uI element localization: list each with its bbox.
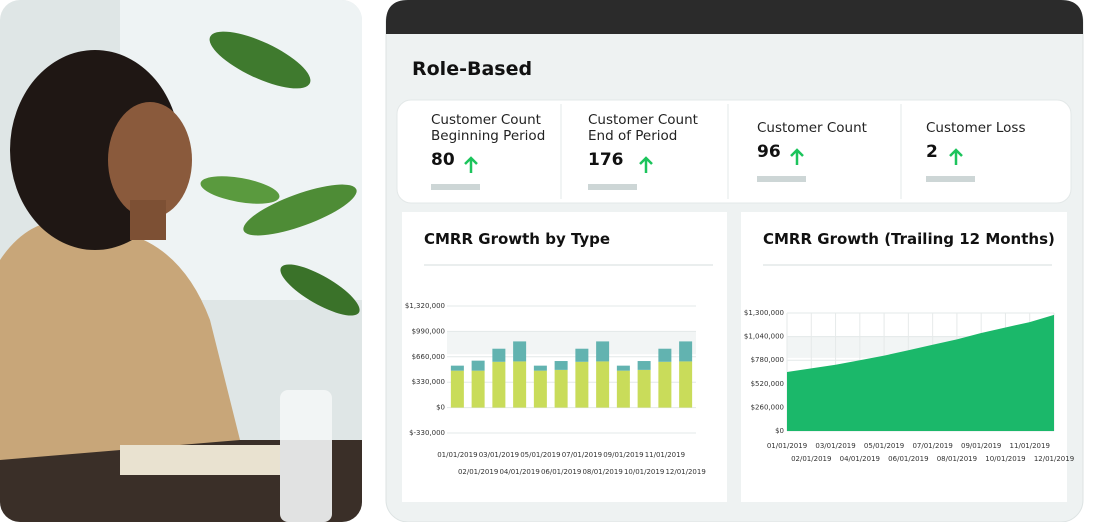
chart-title: CMRR Growth by Type <box>424 230 611 248</box>
kpi-value: 80 <box>431 150 455 170</box>
kpi: Customer Count 96 <box>757 120 907 162</box>
bar-segment <box>513 341 527 362</box>
x-tick-label: 11/01/2019 <box>645 451 685 459</box>
x-tick-label: 08/01/2019 <box>937 455 977 463</box>
plot-band <box>447 331 696 355</box>
kpi-label: Customer Loss <box>926 120 1026 136</box>
bar-segment <box>616 365 630 371</box>
kpi-value-row: 176 <box>588 144 738 170</box>
y-tick-label: $660,000 <box>412 353 445 361</box>
kpi-label: Customer Count Beginning Period <box>431 112 546 144</box>
bar-segment <box>596 341 610 362</box>
x-tick-label: 02/01/2019 <box>458 468 498 476</box>
kpi: Customer Count Beginning Period 80 <box>431 112 581 170</box>
x-tick-label: 12/01/2019 <box>665 468 705 476</box>
up-arrow <box>790 148 804 165</box>
bar-segment <box>575 361 589 408</box>
x-tick-label: 07/01/2019 <box>562 451 602 459</box>
y-tick-label: $-330,000 <box>409 429 445 437</box>
y-tick-label: $260,000 <box>751 403 784 411</box>
bar-segment <box>533 365 547 371</box>
top-bar <box>386 0 1083 34</box>
y-tick-label: $0 <box>436 404 445 412</box>
kpi-label: Customer Count <box>757 120 867 136</box>
y-tick-label: $520,000 <box>751 380 784 388</box>
placeholder-bar <box>431 184 480 190</box>
y-tick-label: $0 <box>775 427 784 435</box>
y-tick-label: $1,300,000 <box>744 309 784 317</box>
chart-title: CMRR Growth (Trailing 12 Months) <box>763 230 1055 248</box>
kpi: Customer Count End of Period 176 <box>588 112 738 170</box>
bar-segment <box>554 361 568 370</box>
bar-segment <box>471 370 485 408</box>
bar-segment <box>679 341 693 362</box>
x-tick-label: 01/01/2019 <box>437 451 477 459</box>
y-tick-label: $330,000 <box>412 378 445 386</box>
bar-segment <box>533 370 547 408</box>
area <box>787 314 1054 431</box>
x-tick-label: 10/01/2019 <box>985 455 1025 463</box>
kpi-value-row: 80 <box>431 144 581 170</box>
dashboard-title: Role-Based <box>412 58 533 80</box>
bar-segment <box>492 348 506 362</box>
kpi-card <box>396 99 1072 204</box>
bar-segment <box>450 365 464 371</box>
placeholder-bar <box>588 184 637 190</box>
bar-segment <box>679 361 693 408</box>
x-tick-label: 03/01/2019 <box>815 442 855 450</box>
x-tick-label: 04/01/2019 <box>840 455 880 463</box>
bar-segment <box>596 361 610 408</box>
placeholder-bar <box>757 176 806 182</box>
x-tick-label: 01/01/2019 <box>767 442 807 450</box>
photo <box>0 0 362 522</box>
bar-segment <box>637 369 651 408</box>
bar-segment <box>637 361 651 370</box>
kpi-value-row: 2 <box>926 136 1076 162</box>
kpi-value-row: 96 <box>757 136 907 162</box>
x-tick-label: 04/01/2019 <box>499 468 539 476</box>
kpi: Customer Loss 2 <box>926 120 1076 162</box>
bar-segment <box>658 348 672 362</box>
kpi-value: 96 <box>757 142 781 162</box>
x-tick-label: 06/01/2019 <box>541 468 581 476</box>
kpi-label: Customer Count End of Period <box>588 112 698 144</box>
x-tick-label: 06/01/2019 <box>888 455 928 463</box>
x-tick-label: 09/01/2019 <box>961 442 1001 450</box>
x-tick-label: 08/01/2019 <box>582 468 622 476</box>
kpi-value: 2 <box>926 142 938 162</box>
bar-segment <box>554 369 568 408</box>
x-tick-label: 09/01/2019 <box>603 451 643 459</box>
bar-segment <box>616 370 630 408</box>
y-tick-label: $990,000 <box>412 327 445 335</box>
x-tick-label: 02/01/2019 <box>791 455 831 463</box>
x-tick-label: 03/01/2019 <box>479 451 519 459</box>
x-tick-label: 05/01/2019 <box>864 442 904 450</box>
x-tick-label: 07/01/2019 <box>912 442 952 450</box>
x-tick-label: 05/01/2019 <box>520 451 560 459</box>
up-arrow <box>639 156 653 173</box>
up-arrow <box>464 156 478 173</box>
bar-segment <box>471 360 485 371</box>
bar-segment <box>450 370 464 408</box>
up-arrow <box>949 148 963 165</box>
y-tick-label: $780,000 <box>751 356 784 364</box>
placeholder-bar <box>926 176 975 182</box>
bar-segment <box>658 361 672 408</box>
x-tick-label: 11/01/2019 <box>1010 442 1050 450</box>
x-tick-label: 10/01/2019 <box>624 468 664 476</box>
x-tick-label: 12/01/2019 <box>1034 455 1074 463</box>
bar-segment <box>513 361 527 408</box>
bar-segment <box>575 348 589 362</box>
y-tick-label: $1,320,000 <box>405 302 445 310</box>
bar-segment <box>492 361 506 408</box>
y-tick-label: $1,040,000 <box>744 333 784 341</box>
kpi-value: 176 <box>588 150 624 170</box>
